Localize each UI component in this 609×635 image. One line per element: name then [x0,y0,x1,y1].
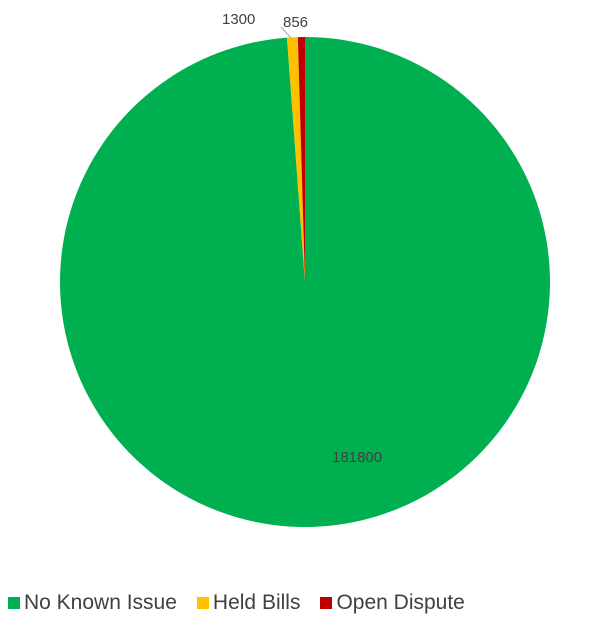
pie-slice-no-known-issue [59,37,550,527]
legend-swatch-held-bills [196,597,209,609]
legend-label-open-dispute: Open Dispute [336,591,465,614]
legend-item-open-dispute: Open Dispute [320,591,465,615]
data-label-leader-line [280,26,293,40]
data-label-held-bills: 1300 [222,11,255,28]
data-label-no-known-issue: 181800 [332,449,382,466]
chart-legend: No Known Issue Held Bills Open Dispute [8,591,609,615]
legend-swatch-no-known-issue [8,597,20,609]
pie-slice-held-bills [286,37,305,283]
legend-item-no-known-issue: No Known Issue [8,591,177,615]
legend-label-held-bills: Held Bills [212,591,301,614]
legend-swatch-open-dispute [320,597,333,609]
legend-item-held-bills: Held Bills [196,591,301,615]
pie-slice-open-dispute [297,37,305,282]
legend-label-no-known-issue: No Known Issue [24,591,177,614]
data-label-open-dispute: 856 [283,14,308,31]
pie-chart: 181800 1300 856 [59,11,550,527]
pie-slices [59,37,550,527]
